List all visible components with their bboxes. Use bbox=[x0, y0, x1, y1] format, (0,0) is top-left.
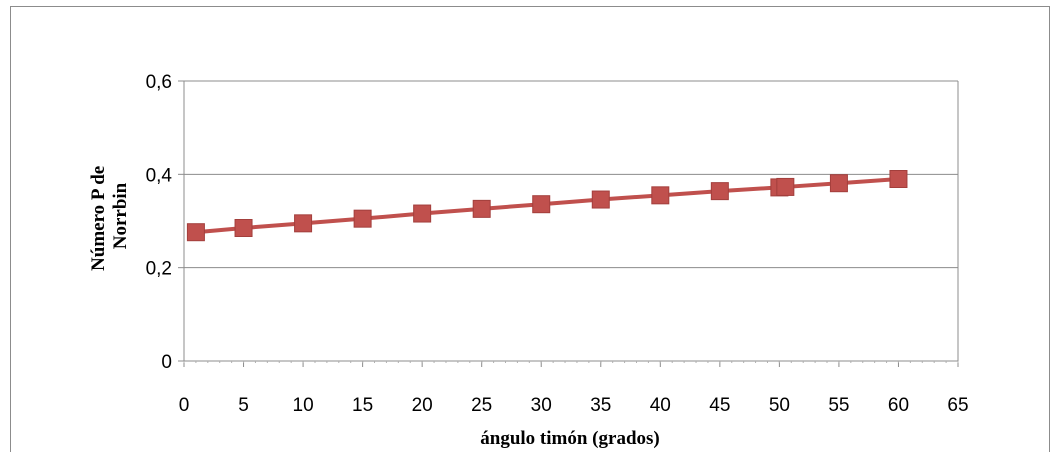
x-tick-label: 45 bbox=[709, 395, 730, 416]
x-tick-label: 65 bbox=[947, 395, 968, 416]
x-tick-label: 50 bbox=[769, 395, 790, 416]
y-axis-title-line-1: Número P de bbox=[88, 166, 109, 271]
x-tick-label: 60 bbox=[888, 395, 909, 416]
x-tick-label: 10 bbox=[293, 395, 314, 416]
data-point-marker bbox=[652, 187, 669, 204]
data-point-marker bbox=[235, 220, 252, 237]
x-tick-label: 20 bbox=[412, 395, 433, 416]
y-axis-title-line-2: Norrbin bbox=[110, 182, 131, 249]
y-axis-title: Número P de Norrbin bbox=[88, 161, 131, 271]
x-axis-title: ángulo timón (grados) bbox=[480, 428, 659, 449]
x-tick-label: 55 bbox=[828, 395, 849, 416]
data-point-marker bbox=[473, 200, 490, 217]
data-point-marker bbox=[354, 210, 371, 227]
x-tick-label: 15 bbox=[352, 395, 373, 416]
tick-labels: 0 0,2 0,4 0,6 0 5 10 15 20 25 30 35 40 45 50 55 60 65 bbox=[146, 72, 969, 416]
data-point-marker bbox=[295, 215, 312, 232]
data-point-marker bbox=[830, 175, 847, 192]
x-tick-label: 0 bbox=[179, 395, 190, 416]
x-tick-label: 5 bbox=[238, 395, 249, 416]
data-point-marker bbox=[890, 171, 907, 188]
data-point-marker bbox=[777, 178, 794, 195]
data-point-marker bbox=[414, 205, 431, 222]
data-point-marker bbox=[533, 196, 550, 213]
y-tick-label: 0,6 bbox=[146, 72, 172, 93]
x-tick-label: 25 bbox=[471, 395, 492, 416]
series bbox=[187, 171, 907, 241]
y-tick-label: 0,4 bbox=[146, 165, 173, 186]
y-tick-label: 0 bbox=[161, 352, 172, 373]
x-tick-label: 35 bbox=[590, 395, 611, 416]
data-point-marker bbox=[187, 224, 204, 241]
x-tick-label: 30 bbox=[531, 395, 552, 416]
y-tick-label: 0,2 bbox=[146, 259, 172, 280]
data-point-marker bbox=[592, 191, 609, 208]
x-tick-label: 40 bbox=[650, 395, 671, 416]
data-point-marker bbox=[711, 183, 728, 200]
